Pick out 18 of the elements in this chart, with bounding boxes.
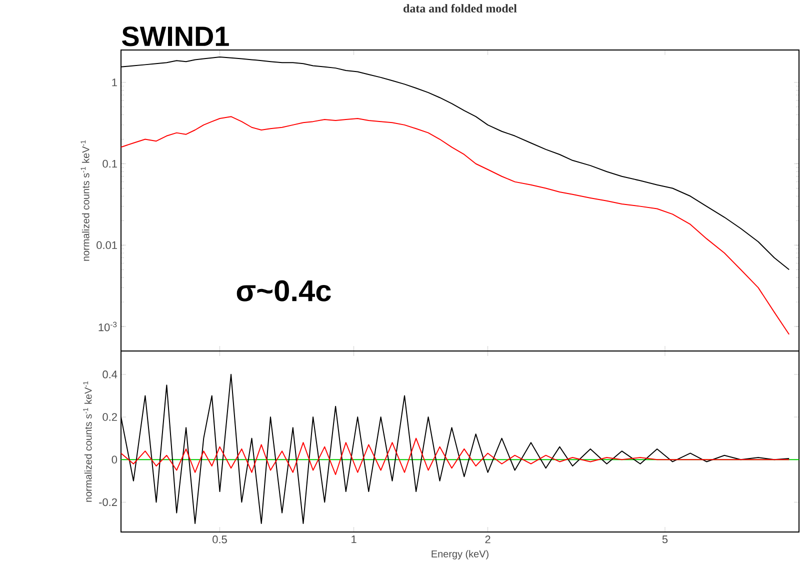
y-axis-title: normalized counts s$^{-1}$ keV$^{-1}$ — [80, 140, 90, 261]
x-tick-label: 0.5 — [212, 536, 227, 544]
y-tick-label: 0.4 — [102, 370, 118, 378]
y-tick-label: 1 — [112, 78, 117, 86]
x-tick-label: 1 — [352, 536, 356, 544]
y-tick-label: 10$^{-3}$ — [98, 322, 117, 332]
y-tick-label: 0 — [112, 456, 118, 464]
y-tick-label: -0.2 — [99, 498, 117, 506]
y-axis-title: normalized counts s$^{-1}$ keV$^{-1}$ — [83, 381, 92, 502]
x-tick-label: 5 — [662, 536, 668, 544]
annotation: σ~0.4c — [236, 280, 331, 302]
chart-title: data and folded model — [404, 4, 517, 12]
text: SWIND1 — [122, 26, 229, 46]
x-axis-title: Energy (keV) — [432, 550, 488, 560]
y-tick-label: 0.2 — [102, 413, 117, 421]
y-tick-label: 0.1 — [102, 160, 117, 168]
x-tick-label: 2 — [485, 536, 490, 544]
y-tick-label: 0.01 — [96, 241, 117, 250]
